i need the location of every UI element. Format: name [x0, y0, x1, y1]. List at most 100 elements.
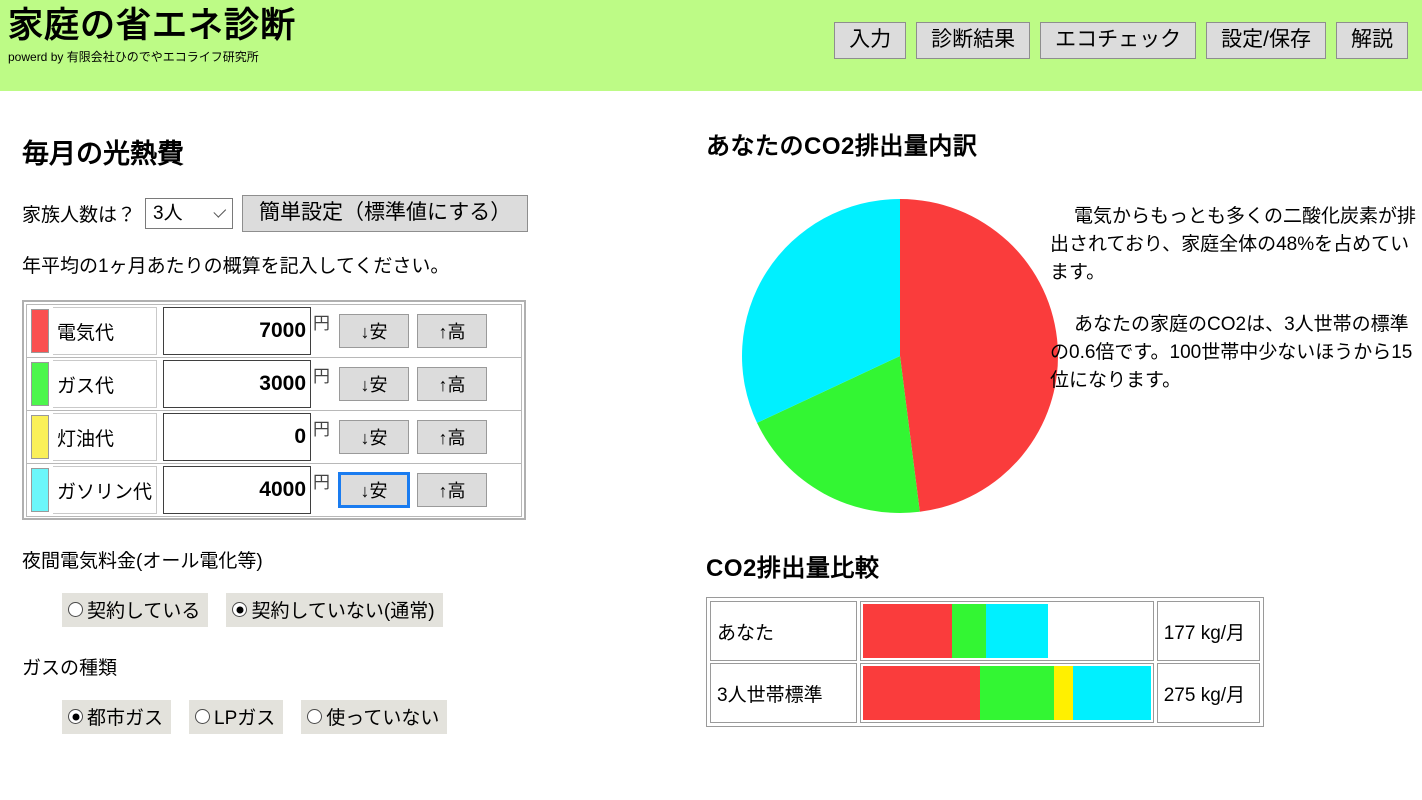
nav-button-explanation[interactable]: 解説 — [1336, 22, 1408, 59]
commentary-electricity-share: 電気からもっとも多くの二酸化炭素が排出されており、家庭全体の48%を占めています… — [1050, 206, 1417, 283]
unit-label-yen: 円 — [313, 420, 330, 439]
pie-slice-ガソリン — [742, 199, 900, 423]
cost-label-kerosene: 灯油代 — [53, 413, 157, 461]
gas-type-group: ガスの種類 都市ガス LPガス 使っていない — [22, 653, 682, 734]
unit-label-yen: 円 — [313, 473, 330, 492]
radio-icon — [195, 709, 211, 724]
radio-label: 契約していない(通常) — [251, 601, 435, 622]
radio-label: 使っていない — [326, 708, 440, 729]
radio-icon — [68, 602, 83, 617]
app-header: 家庭の省エネ診断 powerd by 有限会社ひのでやエコライフ研究所 入力 診… — [0, 0, 1422, 93]
cost-input-group-gas: 3000 円 — [163, 360, 333, 408]
table-row: ガス代 3000 円 ↓安 ↑高 — [26, 357, 522, 411]
co2-results-panel: あなたのCO2排出量内訳 電気からもっとも多くの二酸化炭素が排出されており、家庭… — [706, 133, 1422, 727]
nav-button-ecocheck[interactable]: エコチェック — [1040, 22, 1197, 59]
co2-breakdown-pie-chart — [742, 199, 1058, 513]
unit-label-yen: 円 — [313, 367, 330, 386]
bar-segment-電気 — [862, 604, 952, 658]
family-size-value: 3人 — [153, 203, 183, 224]
comparison-value-you: 177 kg/月 — [1156, 601, 1260, 661]
radio-gas-lp[interactable]: LPガス — [189, 700, 284, 734]
bar-segment-ガソリン — [986, 604, 1049, 658]
table-row: あなた 177 kg/月 — [710, 601, 1260, 661]
comparison-chart-title: CO2排出量比較 — [706, 555, 880, 582]
co2-comparison-section: CO2排出量比較 あなた 177 kg/月 3人世帯標準 275 kg/月 — [706, 555, 1422, 727]
cost-input-group-electricity: 7000 円 — [163, 307, 333, 355]
page-subtitle: powerd by 有限会社ひのでやエコライフ研究所 — [8, 50, 259, 64]
cost-stepper-electricity: ↓安 ↑高 — [339, 307, 487, 355]
table-row: ガソリン代 4000 円 ↓安 ↑高 — [26, 463, 522, 517]
pie-chart-title: あなたのCO2排出量内訳 — [706, 133, 978, 160]
radio-icon-checked — [232, 602, 248, 617]
bar-segment-ガソリン — [1073, 666, 1151, 720]
co2-comparison-table: あなた 177 kg/月 3人世帯標準 275 kg/月 — [706, 597, 1264, 727]
comparison-label-you: あなた — [710, 601, 857, 661]
table-row: 灯油代 0 円 ↓安 ↑高 — [26, 410, 522, 464]
color-swatch-kerosene — [31, 415, 49, 459]
cost-input-gasoline[interactable]: 4000 — [163, 466, 311, 514]
instruction-text: 年平均の1ヶ月あたりの概算を記入してください。 — [22, 256, 450, 277]
radio-label: 契約している — [87, 601, 201, 622]
increase-button-kerosene[interactable]: ↑高 — [417, 420, 487, 454]
gas-type-label: ガスの種類 — [22, 658, 118, 679]
bar-segment-灯油 — [1054, 666, 1074, 720]
main-content: 毎月の光熱費 家族人数は？ 3人 簡単設定（標準値にする） 年平均の1ヶ月あたり… — [0, 93, 1422, 800]
radio-label: 都市ガス — [87, 708, 164, 729]
decrease-button-electricity[interactable]: ↓安 — [339, 314, 409, 348]
nav-button-settings-save[interactable]: 設定/保存 — [1206, 22, 1326, 59]
radio-gas-none[interactable]: 使っていない — [301, 700, 448, 734]
night-rate-label: 夜間電気料金(オール電化等) — [22, 551, 263, 572]
table-row: 3人世帯標準 275 kg/月 — [710, 663, 1260, 723]
comparison-bar-you — [859, 601, 1154, 661]
cost-input-kerosene[interactable]: 0 — [163, 413, 311, 461]
bar-segment-電気 — [862, 666, 981, 720]
cost-input-electricity[interactable]: 7000 — [163, 307, 311, 355]
family-size-select[interactable]: 3人 — [145, 198, 234, 229]
increase-button-gas[interactable]: ↑高 — [417, 367, 487, 401]
nav-button-input[interactable]: 入力 — [834, 22, 907, 59]
cost-label-gasoline: ガソリン代 — [53, 466, 157, 514]
night-rate-options: 契約している 契約していない(通常) — [22, 593, 682, 627]
pie-chart-region: 電気からもっとも多くの二酸化炭素が排出されており、家庭全体の48%を占めています… — [706, 175, 1422, 535]
cost-input-group-kerosene: 0 円 — [163, 413, 333, 461]
chevron-down-icon — [213, 205, 227, 218]
comparison-value-standard: 275 kg/月 — [1156, 663, 1260, 723]
cost-label-gas: ガス代 — [53, 360, 157, 408]
radio-gas-city[interactable]: 都市ガス — [62, 700, 172, 734]
radio-night-rate-yes[interactable]: 契約している — [62, 593, 209, 627]
brand-block: 家庭の省エネ診断 powerd by 有限会社ひのでやエコライフ研究所 — [8, 4, 296, 65]
cost-stepper-gas: ↓安 ↑高 — [339, 360, 487, 408]
family-size-row: 家族人数は？ 3人 簡単設定（標準値にする） — [22, 195, 682, 232]
radio-night-rate-no[interactable]: 契約していない(通常) — [226, 593, 443, 627]
decrease-button-gas[interactable]: ↓安 — [339, 367, 409, 401]
cost-stepper-gasoline: ↓安 ↑高 — [338, 466, 487, 514]
color-swatch-gasoline — [31, 468, 49, 512]
bar-segment-ガス — [980, 666, 1055, 720]
radio-icon — [307, 709, 323, 724]
increase-button-electricity[interactable]: ↑高 — [417, 314, 487, 348]
family-size-label: 家族人数は？ — [22, 205, 137, 226]
gas-type-options: 都市ガス LPガス 使っていない — [22, 700, 682, 734]
comparison-label-standard: 3人世帯標準 — [710, 663, 857, 723]
pie-slice-電気 — [900, 199, 1058, 512]
comparison-bar-standard — [859, 663, 1154, 723]
cost-input-group-gasoline: 4000 円 — [163, 466, 333, 514]
color-swatch-electricity — [31, 309, 49, 353]
pie-slice-ガス — [757, 356, 920, 513]
easy-setup-button[interactable]: 簡単設定（標準値にする） — [242, 195, 529, 232]
unit-label-yen: 円 — [313, 314, 330, 333]
nav-button-results[interactable]: 診断結果 — [916, 22, 1031, 59]
decrease-button-kerosene[interactable]: ↓安 — [339, 420, 409, 454]
commentary-household-rank: あなたの家庭のCO2は、3人世帯の標準の0.6倍です。100世帯中少ないほうから… — [1050, 314, 1413, 391]
radio-icon-checked — [68, 709, 83, 724]
decrease-button-gasoline[interactable]: ↓安 — [338, 472, 410, 508]
section-title-monthly-cost: 毎月の光熱費 — [22, 139, 184, 169]
night-rate-group: 夜間電気料金(オール電化等) 契約している 契約していない(通常) — [22, 546, 682, 627]
cost-input-gas[interactable]: 3000 — [163, 360, 311, 408]
cost-stepper-kerosene: ↓安 ↑高 — [339, 413, 487, 461]
cost-input-table: 電気代 7000 円 ↓安 ↑高 ガス代 3000 円 ↓安 — [22, 300, 526, 520]
nav-bar: 入力 診断結果 エコチェック 設定/保存 解説 — [834, 22, 1408, 59]
increase-button-gasoline[interactable]: ↑高 — [417, 473, 487, 507]
page-title: 家庭の省エネ診断 — [8, 6, 297, 45]
radio-label: LPガス — [214, 708, 276, 729]
